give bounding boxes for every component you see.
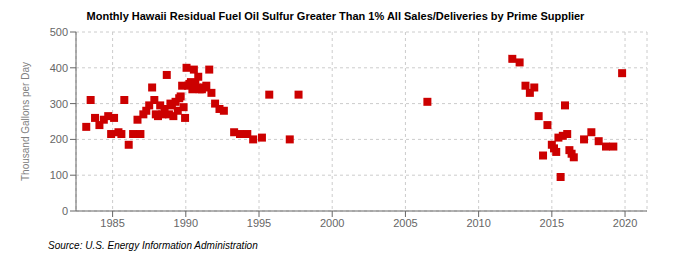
- svg-text:2020: 2020: [613, 217, 637, 229]
- svg-text:2005: 2005: [393, 217, 417, 229]
- svg-text:2015: 2015: [540, 217, 564, 229]
- svg-text:1995: 1995: [247, 217, 271, 229]
- svg-text:100: 100: [50, 169, 68, 181]
- svg-text:400: 400: [50, 62, 68, 74]
- svg-text:1990: 1990: [174, 217, 198, 229]
- html-text:Monthly Hawaii Residual Fuel O: Monthly Hawaii Residual Fuel Oil Sulfur …: [86, 10, 585, 22]
- svg-text:Thousand Gallons per Day: Thousand Gallons per Day: [20, 62, 31, 181]
- svg-text:300: 300: [50, 98, 68, 110]
- svg-text:2000: 2000: [320, 217, 344, 229]
- svg-text:1985: 1985: [100, 217, 124, 229]
- svg-text:200: 200: [50, 133, 68, 145]
- svg-text:2010: 2010: [466, 217, 490, 229]
- svg-text:0: 0: [62, 205, 68, 217]
- svg-text:500: 500: [50, 26, 68, 38]
- html-text:Source: U.S. Energy Informatio: Source: U.S. Energy Information Administ…: [48, 240, 258, 251]
